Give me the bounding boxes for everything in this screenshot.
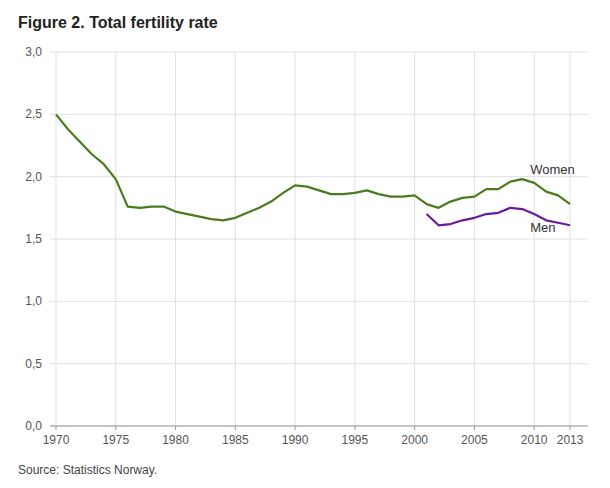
- x-tick-label: 1995: [342, 433, 369, 447]
- series-labels: Women Men: [530, 162, 575, 235]
- axes: 0,0 0,5 1,0 1,5 2,0 2,5 3,0 1970 1975 1980 1985 199…: [25, 45, 588, 447]
- x-tick-label: 2013: [557, 433, 584, 447]
- y-tick-label: 3,0: [25, 45, 42, 59]
- y-grid-line: [50, 52, 588, 53]
- x-tick-mark: [474, 426, 475, 430]
- x-tick-label: 2010: [521, 433, 548, 447]
- x-tick-label: 1975: [102, 433, 129, 447]
- x-grid-line: [474, 52, 475, 426]
- chart: Figure 2. Total fertility rate Source: St…: [0, 0, 610, 488]
- x-tick-label: 1980: [162, 433, 189, 447]
- y-tick-label: 2,5: [25, 107, 42, 121]
- x-grid-line: [115, 52, 116, 426]
- x-grid-line: [570, 52, 571, 426]
- y-grid-line: [50, 114, 588, 115]
- x-tick-mark: [115, 426, 116, 430]
- series-line: [56, 114, 570, 220]
- grid: [50, 52, 588, 426]
- x-tick-mark: [414, 426, 415, 430]
- chart-container: Figure 2. Total fertility rate Source: St…: [0, 0, 610, 488]
- x-tick-mark: [534, 426, 535, 430]
- x-tick-mark: [55, 426, 56, 430]
- x-tick-label: 2000: [401, 433, 428, 447]
- x-grid-line: [175, 52, 176, 426]
- series-label: Women: [530, 162, 575, 177]
- y-tick-label: 1,0: [25, 294, 42, 308]
- x-tick-mark: [354, 426, 355, 430]
- y-grid-line: [50, 301, 588, 302]
- x-axis-line: [50, 426, 588, 427]
- y-tick-label: 2,0: [25, 170, 42, 184]
- x-tick-mark: [235, 426, 236, 430]
- y-grid-line: [50, 239, 588, 240]
- x-tick-label: 2005: [461, 433, 488, 447]
- x-grid-line: [55, 52, 56, 426]
- x-grid-line: [534, 52, 535, 426]
- title: Figure 2. Total fertility rate: [18, 14, 218, 31]
- y-tick-label: 0,5: [25, 357, 42, 371]
- x-grid-line: [414, 52, 415, 426]
- x-grid-line: [235, 52, 236, 426]
- y-grid-line: [50, 426, 588, 427]
- x-tick-label: 1985: [222, 433, 249, 447]
- plot-area: [56, 114, 570, 225]
- x-tick-mark: [570, 426, 571, 430]
- x-tick-mark: [175, 426, 176, 430]
- series-label: Men: [530, 220, 555, 235]
- x-grid-line: [354, 52, 355, 426]
- y-grid-line: [50, 363, 588, 364]
- y-tick-label: 0,0: [25, 419, 42, 433]
- y-tick-label: 1,5: [25, 232, 42, 246]
- x-tick-mark: [295, 426, 296, 430]
- x-grid-line: [295, 52, 296, 426]
- x-tick-label: 1970: [43, 433, 70, 447]
- x-tick-label: 1990: [282, 433, 309, 447]
- source-note: Source: Statistics Norway.: [18, 463, 157, 477]
- y-grid-line: [50, 176, 588, 177]
